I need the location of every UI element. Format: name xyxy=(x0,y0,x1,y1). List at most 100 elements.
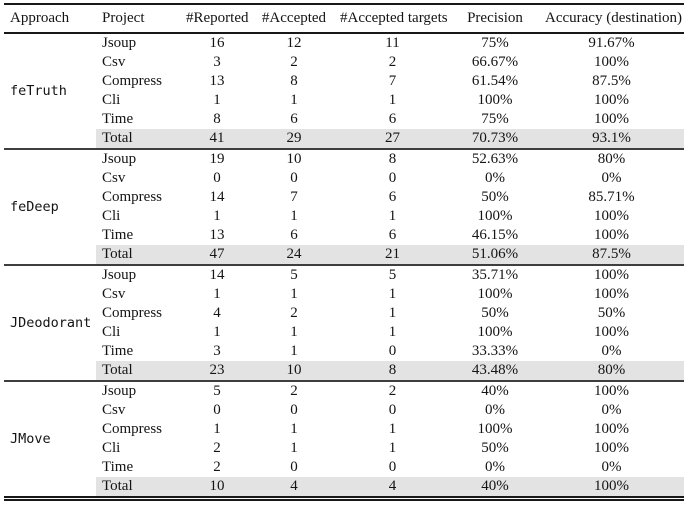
table-row: Csv 0 0 0 0% 0% xyxy=(4,169,684,188)
column-header-accuracy: Accuracy (destination) xyxy=(545,10,683,26)
table-header: Approach Project #Reported #Accepted #Ac… xyxy=(4,4,684,33)
cell-project: Time xyxy=(102,459,134,475)
cell-precision: 100% xyxy=(477,208,513,224)
cell-accepted: 1 xyxy=(290,343,298,359)
cell-precision: 100% xyxy=(477,324,513,340)
column-header-reported: #Reported xyxy=(186,10,249,26)
total-row: Total 47 24 21 51.06% 87.5% xyxy=(4,245,684,265)
column-header-precision: Precision xyxy=(467,10,523,26)
cell-project: Compress xyxy=(102,189,162,205)
cell-accepted-targets: 5 xyxy=(388,267,397,283)
cell-accuracy: 100% xyxy=(594,54,629,70)
cell-project: Csv xyxy=(102,54,126,70)
cell-accepted: 1 xyxy=(290,440,298,456)
cell-precision: 43.48% xyxy=(451,361,539,381)
table-row: feDeep Jsoup 19 10 8 52.63% 80% xyxy=(4,149,684,265)
cell-precision: 35.71% xyxy=(471,267,519,283)
total-row: Total 10 4 4 40% 100% xyxy=(4,477,684,499)
cell-project: Total xyxy=(96,361,180,381)
cell-accuracy: 100% xyxy=(539,477,684,499)
cell-accepted: 6 xyxy=(290,111,298,127)
table-row: Compress 13 8 7 61.54% 87.5% xyxy=(4,72,684,91)
cell-accuracy: 93.1% xyxy=(539,129,684,149)
results-table: Approach Project #Reported #Accepted #Ac… xyxy=(4,3,684,501)
cell-precision: 52.63% xyxy=(471,151,519,167)
table-row: JMove Jsoup 5 2 2 40% 100% xyxy=(4,381,684,499)
cell-accepted: 1 xyxy=(290,92,298,108)
table-row: Cli 1 1 1 100% 100% xyxy=(4,323,684,342)
table-row: Time 8 6 6 75% 100% xyxy=(4,110,684,129)
approach-label: JDeodorant xyxy=(4,265,96,381)
cell-accuracy: 0% xyxy=(601,459,622,475)
cell-accepted-targets: 1 xyxy=(388,92,397,108)
cell-reported: 2 xyxy=(213,440,221,456)
cell-accuracy: 80% xyxy=(597,151,626,167)
cell-accepted: 4 xyxy=(254,477,334,499)
cell-project: Time xyxy=(102,227,134,243)
cell-precision: 66.67% xyxy=(471,54,519,70)
cell-accuracy: 0% xyxy=(601,402,622,418)
cell-precision: 40% xyxy=(481,383,509,399)
cell-accepted: 29 xyxy=(254,129,334,149)
cell-accepted: 1 xyxy=(290,421,298,437)
cell-accepted-targets: 6 xyxy=(388,111,397,127)
cell-project: Cli xyxy=(102,92,121,108)
cell-precision: 40% xyxy=(451,477,539,499)
cell-accepted-targets: 8 xyxy=(388,151,397,167)
section-JMove: JMove Jsoup 5 2 2 40% 100% Csv 0 0 0 0% 0% Compress 1 1… xyxy=(4,381,684,499)
cell-accuracy: 100% xyxy=(594,421,629,437)
cell-project: Cli xyxy=(102,440,121,456)
cell-accuracy: 0% xyxy=(601,170,622,186)
approach-label: feTruth xyxy=(4,33,96,149)
cell-accuracy: 50% xyxy=(597,305,626,321)
cell-reported: 3 xyxy=(213,54,221,70)
cell-reported: 0 xyxy=(213,170,221,186)
cell-project: Cli xyxy=(102,208,121,224)
cell-precision: 51.06% xyxy=(451,245,539,265)
cell-accepted-targets: 0 xyxy=(388,343,397,359)
approach-label: JMove xyxy=(4,381,96,499)
cell-accepted-targets: 8 xyxy=(334,361,451,381)
cell-accuracy: 87.5% xyxy=(539,245,684,265)
cell-accuracy: 100% xyxy=(594,208,629,224)
table-row: Time 2 0 0 0% 0% xyxy=(4,458,684,477)
section-feTruth: feTruth Jsoup 16 12 11 75% 91.67% Csv 3 2 2 66.67% 1… xyxy=(4,33,684,149)
table-row: Cli 1 1 1 100% 100% xyxy=(4,91,684,110)
cell-accuracy: 100% xyxy=(594,111,629,127)
cell-accepted: 6 xyxy=(290,227,298,243)
cell-precision: 33.33% xyxy=(471,343,519,359)
cell-precision: 0% xyxy=(485,402,505,418)
cell-accuracy: 100% xyxy=(594,227,629,243)
total-row: Total 23 10 8 43.48% 80% xyxy=(4,361,684,381)
cell-reported: 4 xyxy=(213,305,221,321)
cell-precision: 100% xyxy=(477,286,513,302)
table-row: Csv 3 2 2 66.67% 100% xyxy=(4,53,684,72)
cell-accuracy: 85.71% xyxy=(588,189,635,205)
cell-accepted-targets: 1 xyxy=(388,208,397,224)
cell-reported: 1 xyxy=(213,92,221,108)
cell-accepted: 0 xyxy=(290,402,298,418)
cell-accepted-targets: 2 xyxy=(388,383,397,399)
cell-precision: 46.15% xyxy=(471,227,519,243)
cell-accepted-targets: 6 xyxy=(388,189,397,205)
cell-precision: 0% xyxy=(485,170,505,186)
cell-accepted: 24 xyxy=(254,245,334,265)
column-header-project: Project xyxy=(102,10,145,26)
cell-accepted: 0 xyxy=(290,459,298,475)
cell-accuracy: 87.5% xyxy=(592,73,631,89)
section-JDeodorant: JDeodorant Jsoup 14 5 5 35.71% 100% Csv 1 1 1 100% 1… xyxy=(4,265,684,381)
approach-label: feDeep xyxy=(4,149,96,265)
cell-project: Compress xyxy=(102,421,162,437)
cell-accuracy: 100% xyxy=(594,267,629,283)
cell-project: Total xyxy=(96,477,180,499)
cell-project: Compress xyxy=(102,73,162,89)
cell-reported: 1 xyxy=(213,286,221,302)
cell-accepted: 1 xyxy=(290,324,298,340)
cell-reported: 1 xyxy=(213,421,221,437)
column-header-accepted: #Accepted xyxy=(261,10,327,26)
cell-reported: 14 xyxy=(209,267,225,283)
cell-project: Jsoup xyxy=(102,151,137,167)
cell-project: Csv xyxy=(102,170,126,186)
cell-accuracy: 80% xyxy=(539,361,684,381)
cell-precision: 70.73% xyxy=(451,129,539,149)
